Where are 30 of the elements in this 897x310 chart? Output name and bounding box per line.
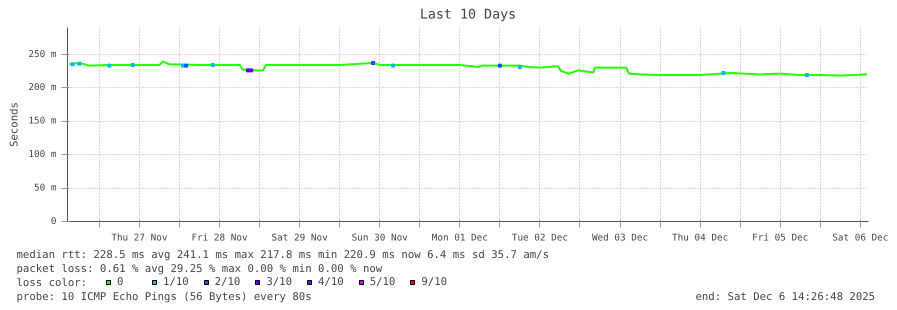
y-axis-title: Seconds xyxy=(7,102,20,147)
legend-label: 9/10 xyxy=(421,275,448,288)
x-tick-label: Mon 01 Dec xyxy=(432,232,488,244)
y-tick-label: 50 m xyxy=(34,182,57,194)
legend-label: 1/10 xyxy=(163,275,189,288)
chart-title: Last 10 Days xyxy=(420,8,516,22)
text: median rtt: 228.5 ms avg 241.1 ms max 217.8 ms min 220.9 ms now 6.4 ms sd 35.7 am/s xyxy=(16,248,549,261)
x-tick-label: Fri 05 Dec xyxy=(752,232,808,244)
text: probe: 10 ICMP Echo Pings (56 Bytes) every 80s xyxy=(16,290,312,303)
x-tick-label: Sat 29 Nov xyxy=(272,232,328,244)
legend-label: 0 xyxy=(117,275,124,288)
legend-label: 3/10 xyxy=(266,275,292,288)
legend-title: loss color: xyxy=(16,276,88,289)
legend-label: 5/10 xyxy=(370,275,396,288)
y-tick-label: 150 m xyxy=(28,116,57,127)
legend-label: 4/10 xyxy=(318,275,344,288)
y-tick-label: 200 m xyxy=(28,82,57,94)
x-tick-label: Thu 04 Dec xyxy=(672,232,728,244)
text: end: Sat Dec 6 14:26:48 2025 xyxy=(695,290,876,303)
x-tick-label: Sat 06 Dec xyxy=(832,232,888,244)
x-tick-label: Sun 30 Nov xyxy=(352,232,408,244)
x-tick-label: Thu 27 Nov xyxy=(111,232,168,244)
legend-label: 2/10 xyxy=(214,275,240,288)
x-tick-label: Fri 28 Nov xyxy=(191,232,248,244)
x-tick-label: Tue 02 Dec xyxy=(512,232,568,244)
y-tick-label: 0 xyxy=(50,216,57,227)
text: packet loss: 0.61 % avg 29.25 % max 0.00 % min 0.00 % now xyxy=(16,262,383,275)
y-tick-label: 100 m xyxy=(28,149,57,160)
y-tick-label: 250 m xyxy=(28,48,57,60)
x-tick-label: Wed 03 Dec xyxy=(592,232,648,244)
